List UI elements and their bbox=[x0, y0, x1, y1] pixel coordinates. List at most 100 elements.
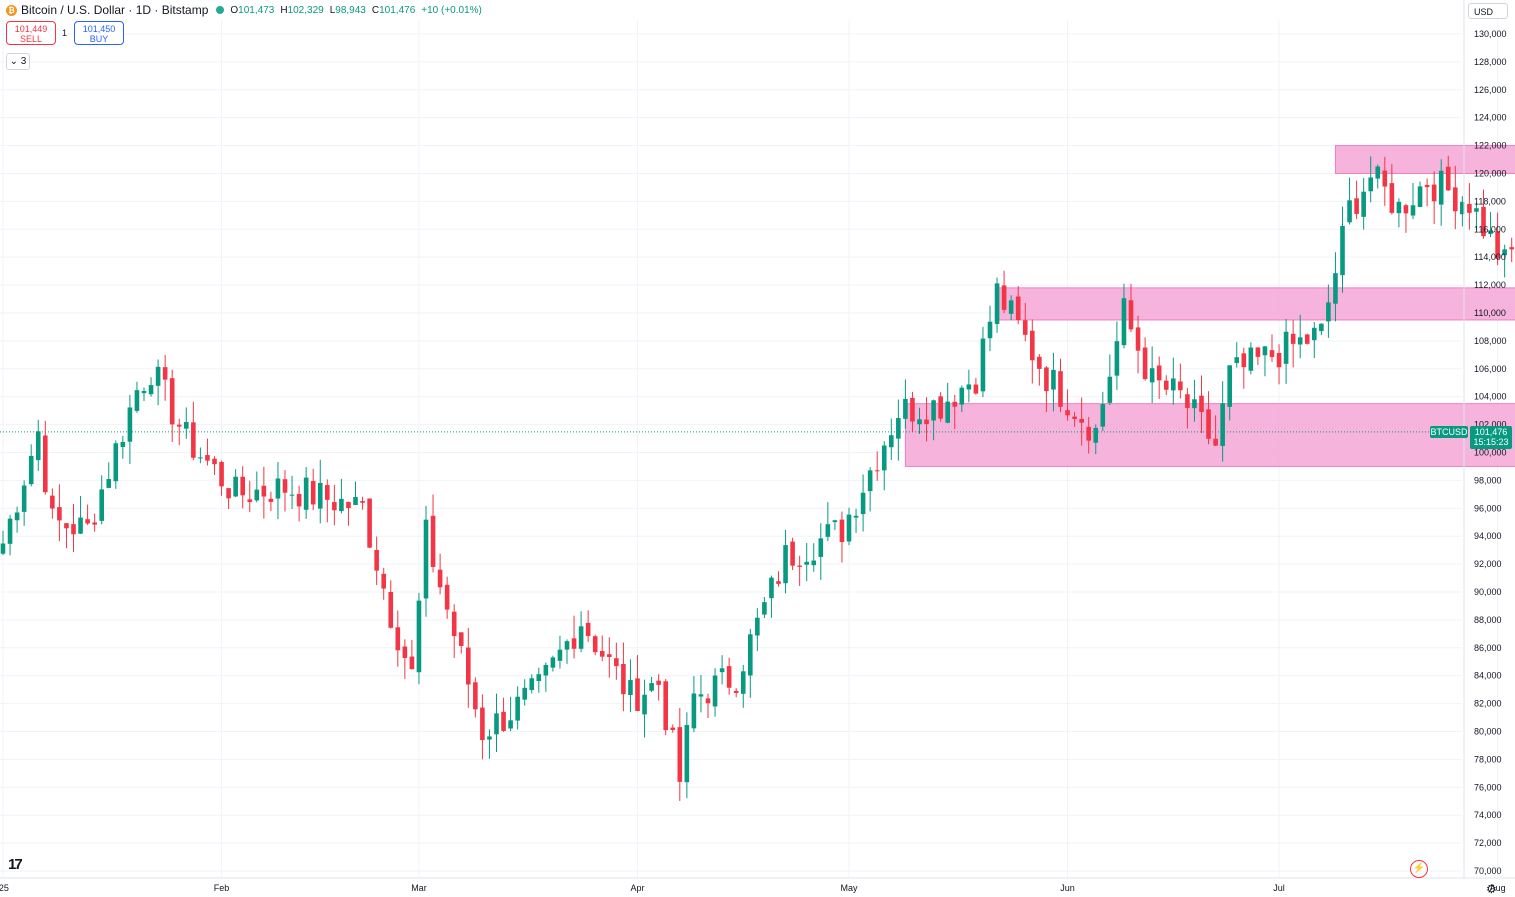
price-tick-label: 98,000 bbox=[1474, 475, 1502, 485]
candle-body bbox=[1149, 368, 1155, 383]
time-tick-label: Mar bbox=[411, 883, 427, 893]
currency-button[interactable]: USD bbox=[1468, 3, 1508, 19]
time-tick-label: Aug bbox=[1490, 883, 1506, 893]
candle-body bbox=[677, 727, 683, 782]
candle-body bbox=[1474, 208, 1479, 212]
candle-body bbox=[1128, 300, 1134, 330]
candle-body bbox=[1107, 376, 1113, 403]
chart-grid bbox=[0, 20, 1499, 878]
price-tick-label: 130,000 bbox=[1474, 29, 1507, 39]
candle-body bbox=[317, 482, 323, 509]
candlestick-series bbox=[0, 155, 1514, 801]
candle-body bbox=[148, 385, 154, 395]
candle-body bbox=[402, 646, 408, 658]
candle-body bbox=[1001, 285, 1007, 310]
price-tick-label: 126,000 bbox=[1474, 85, 1507, 95]
candle-body bbox=[1304, 334, 1310, 344]
candle-body bbox=[296, 493, 302, 507]
buy-button[interactable]: 101,450 BUY bbox=[74, 21, 124, 45]
candle-body bbox=[1079, 418, 1084, 423]
candle-body bbox=[1255, 347, 1261, 357]
candle-body bbox=[494, 713, 499, 735]
time-tick-label: Jun bbox=[1060, 883, 1075, 893]
candle-body bbox=[1361, 191, 1366, 217]
candle-body bbox=[818, 538, 824, 557]
candle-body bbox=[529, 678, 535, 690]
candle-body bbox=[1410, 205, 1416, 216]
candle-body bbox=[169, 378, 175, 425]
candle-body bbox=[71, 524, 76, 535]
time-tick-label: Jul bbox=[1273, 883, 1285, 893]
candle-body bbox=[790, 541, 795, 566]
candle-body bbox=[487, 736, 492, 740]
candle-body bbox=[430, 515, 436, 567]
buy-label: BUY bbox=[89, 34, 109, 44]
lightning-icon[interactable]: ⚡ bbox=[1410, 860, 1428, 878]
price-tick-label: 124,000 bbox=[1474, 113, 1507, 123]
tradingview-logo-icon[interactable]: 17 bbox=[8, 856, 23, 873]
candle-body bbox=[1072, 416, 1077, 420]
price-tick-label: 108,000 bbox=[1474, 336, 1507, 346]
candle-body bbox=[656, 680, 661, 685]
candle-body bbox=[35, 431, 41, 461]
candle-body bbox=[783, 545, 788, 584]
candle-body bbox=[1227, 365, 1232, 407]
candle-body bbox=[705, 698, 711, 704]
candle-body bbox=[14, 512, 20, 521]
candle-body bbox=[1319, 323, 1324, 332]
zone-rect-1 bbox=[1334, 145, 1515, 174]
bar-countdown: 15:15:23 bbox=[1473, 436, 1509, 447]
candle-body bbox=[64, 523, 69, 529]
candle-body bbox=[903, 398, 908, 419]
candle-body bbox=[360, 501, 365, 503]
candle-body bbox=[78, 517, 83, 534]
candle-body bbox=[289, 494, 295, 496]
candle-body bbox=[966, 384, 972, 390]
candle-body bbox=[1022, 320, 1028, 335]
candle-body bbox=[726, 666, 732, 688]
settings-gear-icon[interactable]: ⚙ bbox=[1486, 882, 1497, 896]
price-tick-label: 116,000 bbox=[1474, 224, 1506, 234]
candle-body bbox=[987, 321, 993, 339]
candle-body bbox=[846, 514, 852, 542]
candle-body bbox=[910, 397, 915, 422]
candle-body bbox=[1163, 380, 1169, 390]
sell-label: SELL bbox=[19, 34, 43, 44]
candle-body bbox=[416, 600, 422, 673]
candle-body bbox=[1262, 346, 1268, 356]
candle-body bbox=[473, 682, 478, 710]
candle-body bbox=[1037, 356, 1042, 369]
price-tick-label: 110,000 bbox=[1474, 308, 1506, 318]
candle-body bbox=[353, 496, 358, 505]
candle-body bbox=[1220, 403, 1225, 446]
symbol-title[interactable]: Bitcoin / U.S. Dollar · 1D · Bitstamp bbox=[21, 3, 209, 17]
candle-body bbox=[233, 476, 238, 497]
candle-body bbox=[1015, 296, 1021, 321]
candle-body bbox=[1326, 302, 1331, 322]
candle-body bbox=[1403, 205, 1409, 214]
candle-body bbox=[1340, 225, 1345, 276]
candle-body bbox=[599, 651, 605, 657]
indicators-toggle-button[interactable]: ⌄ 3 bbox=[6, 53, 30, 70]
sell-button[interactable]: 101,449 SELL bbox=[6, 21, 56, 45]
candle-body bbox=[92, 522, 97, 525]
candle-body bbox=[444, 584, 450, 610]
candle-body bbox=[120, 441, 126, 447]
candle-body bbox=[628, 680, 633, 695]
candle-body bbox=[176, 424, 182, 427]
price-change: +10 (+0.01%) bbox=[421, 4, 482, 16]
candle-body bbox=[43, 435, 48, 493]
candle-body bbox=[1445, 166, 1451, 191]
candle-body bbox=[381, 573, 386, 589]
candle-body bbox=[1156, 365, 1162, 381]
candle-body bbox=[867, 470, 873, 492]
price-tick-label: 74,000 bbox=[1474, 810, 1502, 820]
market-status-icon bbox=[216, 6, 225, 14]
candle-body bbox=[325, 485, 330, 500]
price-tick-label: 120,000 bbox=[1474, 168, 1507, 178]
candle-body bbox=[1312, 327, 1317, 341]
candle-body bbox=[388, 591, 394, 628]
price-tick-label: 78,000 bbox=[1474, 754, 1502, 764]
candle-body bbox=[1396, 201, 1402, 214]
